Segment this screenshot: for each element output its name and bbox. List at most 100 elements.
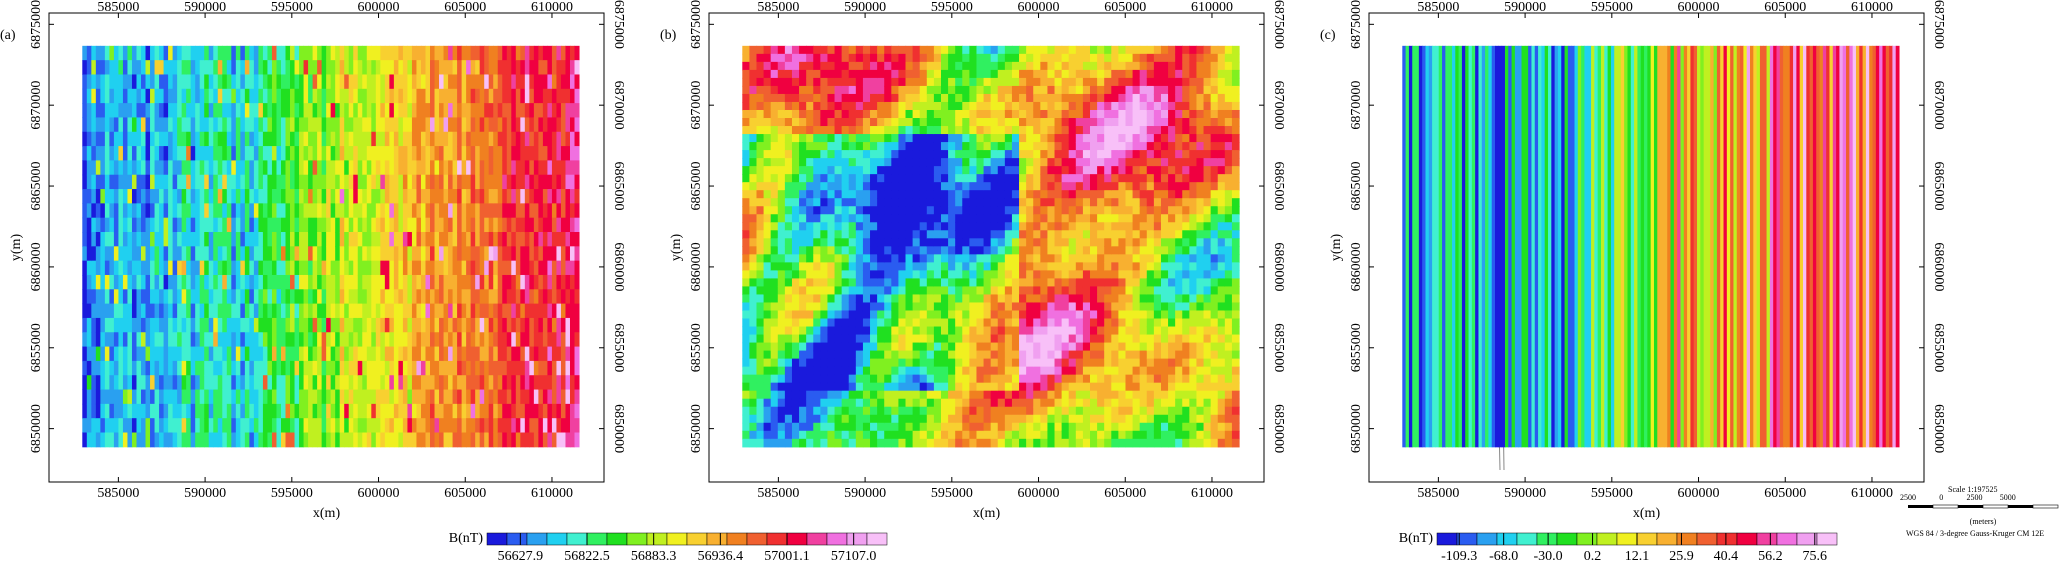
map-cell: [542, 346, 548, 362]
map-cell: [267, 60, 273, 75]
map-cell: [326, 389, 332, 405]
y-tick-label: 6870000: [29, 81, 44, 130]
map-cell: [870, 150, 878, 159]
map-cell: [82, 332, 88, 348]
map-cell: [443, 174, 449, 190]
map-cell: [348, 103, 354, 118]
map-cell: [983, 342, 992, 352]
map-cell: [150, 418, 156, 434]
map-cell: [870, 270, 878, 280]
map-cell: [204, 274, 210, 290]
map-cell: [380, 389, 386, 405]
map-cell: [457, 232, 463, 247]
map-cell: [912, 246, 921, 255]
map-cell: [172, 45, 178, 61]
map-cell: [834, 414, 843, 424]
map-cell: [777, 101, 786, 111]
map-cell: [948, 53, 956, 63]
map-cell: [91, 74, 97, 90]
map-cell: [870, 334, 878, 344]
map-cell: [862, 118, 871, 127]
map-cell: [479, 60, 485, 75]
map-cell: [547, 346, 553, 362]
map-cell: [841, 214, 850, 223]
map-cell: [976, 302, 985, 312]
map-cell: [222, 203, 228, 219]
map-cell: [898, 270, 907, 280]
map-cell: [168, 432, 174, 448]
map-cell: [524, 303, 530, 319]
map-cell: [113, 117, 119, 133]
map-cell: [497, 432, 503, 448]
map-cell: [488, 146, 494, 161]
map-cell: [933, 69, 942, 79]
map-cell: [870, 382, 878, 392]
map-cell: [104, 375, 110, 391]
map-cell: [834, 302, 843, 312]
panel-label: (a): [0, 28, 16, 43]
map-cell: [813, 286, 821, 296]
map-cell: [466, 60, 472, 75]
map-cell: [791, 206, 800, 215]
map-cell: [262, 189, 268, 204]
map-cell: [317, 217, 323, 233]
map-cell: [834, 101, 843, 111]
map-cell: [430, 389, 436, 405]
map-cell: [912, 77, 921, 87]
map-cell: [339, 189, 345, 204]
map-cell: [933, 318, 942, 328]
map-cell: [524, 246, 530, 262]
map-cell: [520, 74, 526, 90]
map-cell: [547, 403, 553, 419]
map-cell: [461, 317, 467, 333]
map-cell: [529, 217, 535, 233]
map-cell: [439, 45, 445, 61]
map-cell: [235, 317, 241, 333]
map-cell: [402, 117, 408, 133]
map-cell: [411, 375, 417, 391]
map-cell: [303, 346, 309, 362]
map-cell: [312, 103, 318, 118]
map-cell: [150, 217, 156, 233]
map-cell: [195, 360, 201, 376]
map-cell: [235, 360, 241, 376]
map-cell: [933, 182, 942, 191]
map-cell: [267, 88, 273, 104]
map-cell: [848, 214, 857, 223]
map-cell: [461, 203, 467, 219]
map-cell: [827, 366, 836, 376]
map-cell: [299, 88, 305, 104]
map-cell: [375, 332, 381, 348]
map-cell: [905, 174, 914, 183]
map-cell: [905, 422, 914, 432]
map-cell: [434, 88, 440, 104]
map-cell: [466, 217, 472, 233]
map-cell: [493, 103, 499, 118]
map-cell: [511, 45, 517, 61]
map-cell: [940, 214, 949, 223]
map-cell: [113, 174, 119, 190]
map-cell: [303, 146, 309, 161]
map-cell: [983, 134, 992, 143]
map-cell: [375, 203, 381, 219]
map-cell: [91, 103, 97, 118]
map-cell: [515, 346, 521, 362]
map-cell: [375, 189, 381, 204]
map-cell: [326, 260, 332, 276]
map-cell: [841, 318, 850, 328]
map-cell: [389, 117, 395, 133]
map-cell: [848, 414, 857, 424]
map-cell: [520, 246, 526, 262]
map-cell: [330, 303, 336, 319]
map-cell: [141, 260, 147, 276]
map-cell: [452, 303, 458, 319]
map-cell: [511, 274, 517, 290]
map-cell: [948, 302, 956, 312]
map-cell: [186, 332, 192, 348]
map-cell: [484, 317, 490, 333]
map-cell: [253, 375, 259, 391]
map-cell: [891, 126, 900, 135]
map-cell: [940, 126, 949, 135]
map-cell: [118, 103, 124, 118]
map-cell: [262, 360, 268, 376]
